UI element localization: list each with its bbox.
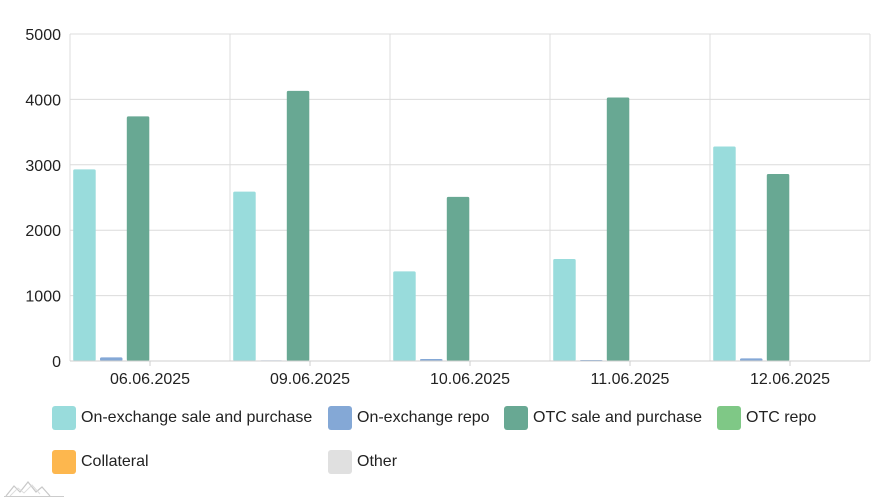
legend-item-on-exchange-repo[interactable]: On-exchange repo [328, 405, 490, 431]
bar-3-2[interactable] [286, 90, 310, 361]
x-tick-label: 11.06.2025 [591, 371, 670, 388]
bar-3-4[interactable] [606, 97, 630, 362]
bar-2-5[interactable] [740, 358, 763, 361]
y-tick-label: 4000 [25, 92, 61, 109]
legend-label: OTC repo [746, 409, 817, 426]
legend-label: Collateral [81, 453, 149, 470]
legend-item-on-exchange-sale-and-purchase[interactable]: On-exchange sale and purchase [52, 405, 312, 431]
y-tick-label: 1000 [25, 289, 61, 306]
legend-label: Other [357, 453, 398, 470]
legend-swatch [328, 406, 352, 430]
bar-1-3[interactable] [393, 271, 416, 361]
bar-1-5[interactable] [713, 146, 736, 361]
watermark-logo-icon [4, 481, 64, 497]
legend-swatch [52, 450, 76, 474]
legend-label: On-exchange repo [357, 409, 490, 426]
x-tick-label: 06.06.2025 [110, 371, 190, 388]
bar-3-3[interactable] [446, 196, 470, 361]
x-tick-label: 12.06.2025 [750, 371, 830, 388]
bar-1-1[interactable] [73, 169, 96, 361]
bar-1-2[interactable] [233, 191, 256, 361]
y-tick-label: 5000 [25, 27, 61, 44]
legend-item-otc-repo[interactable]: OTC repo [717, 405, 816, 431]
chart-grid [69, 33, 871, 361]
legend-label: On-exchange sale and purchase [81, 409, 313, 426]
legend-label: OTC sale and purchase [533, 409, 702, 426]
chart-axes [70, 360, 870, 366]
legend-swatch [504, 406, 528, 430]
y-tick-label: 2000 [25, 223, 61, 240]
bar-3-1[interactable] [126, 116, 150, 362]
bar-2-1[interactable] [100, 357, 123, 361]
legend-item-other[interactable]: Other [328, 449, 397, 475]
legend-swatch [717, 406, 741, 430]
bar-chart: 0 1000 2000 3000 4000 5000 06.06.2025 09.06.20… [25, 27, 871, 388]
legend-item-otc-sale-and-purchase[interactable]: OTC sale and purchase [504, 405, 702, 431]
y-tick-label: 3000 [25, 158, 61, 175]
legend-item-collateral[interactable]: Collateral [52, 449, 149, 475]
chart-bars [73, 90, 870, 362]
bar-1-4[interactable] [553, 258, 576, 361]
x-tick-label: 10.06.2025 [430, 371, 510, 388]
x-tick-label: 09.06.2025 [270, 371, 350, 388]
y-axis-ticks: 0 1000 2000 3000 4000 5000 [25, 27, 61, 371]
legend-swatch [328, 450, 352, 474]
legend-swatch [52, 406, 76, 430]
y-tick-label: 0 [52, 354, 61, 371]
x-axis-ticks: 06.06.2025 09.06.2025 10.06.2025 11.06.2025… [110, 371, 830, 388]
bar-3-5[interactable] [766, 173, 790, 361]
